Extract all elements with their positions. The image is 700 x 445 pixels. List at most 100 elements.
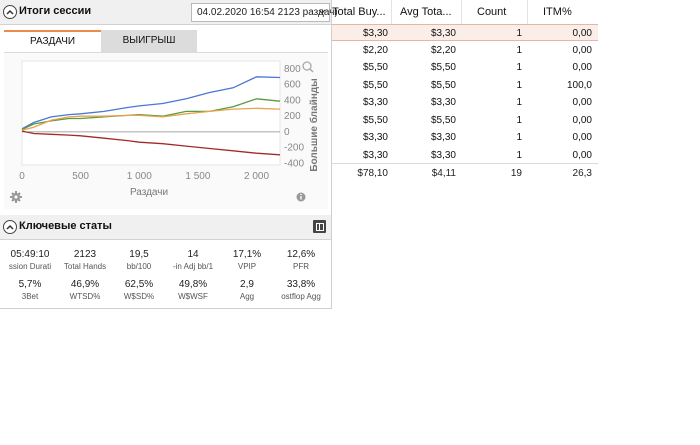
total-buyin-value: $78,10 <box>357 168 388 179</box>
series-line-3 <box>21 130 281 156</box>
layout-icon[interactable] <box>313 220 326 233</box>
stat-label: bb/100 <box>126 262 152 271</box>
table-row[interactable]: $3,30 $3,30 1 0,00 <box>330 94 598 111</box>
total-buyin-cell: $5,50 <box>362 79 388 91</box>
collapse-stats-button[interactable] <box>3 220 17 234</box>
total-buyin-cell: $3,30 <box>362 97 388 108</box>
col-divider[interactable] <box>391 0 392 24</box>
count-total-value: 19 <box>510 168 522 179</box>
stat-item: 14 -in Adj bb/1 <box>168 249 218 271</box>
stat-item: 62,5% W$SD% <box>114 279 164 301</box>
gear-icon[interactable] <box>10 191 22 203</box>
count-cell: 1 <box>516 132 522 143</box>
x-tick-label: 500 <box>72 171 89 182</box>
x-tick-label: 2 000 <box>244 171 269 182</box>
table-row[interactable]: $3,30 $3,30 1 0,00 <box>330 24 598 41</box>
chevron-down-icon <box>318 9 326 14</box>
stat-value: 14 <box>187 249 199 260</box>
collapse-session-button[interactable] <box>3 5 17 19</box>
table-row[interactable]: $2,20 $2,20 1 0,00 <box>330 42 598 59</box>
col-divider[interactable] <box>461 0 462 24</box>
itm-cell: 0,00 <box>572 132 592 143</box>
totals-row: $78,10 $4,11 19 26,3 <box>330 163 598 182</box>
stat-item: 17,1% VPIP <box>222 249 272 271</box>
chevron-up-icon <box>6 224 14 230</box>
stat-label: PFR <box>293 262 309 271</box>
stat-item: 33,8% ostflop Agg <box>276 279 326 301</box>
count-cell: 1 <box>516 79 522 91</box>
col-itm[interactable]: ITM% <box>543 6 572 18</box>
itm-cell: 0,00 <box>572 44 592 56</box>
zoom-icon[interactable] <box>302 61 314 73</box>
total-buyin-cell: $3,30 <box>362 28 388 39</box>
stats-title: Ключевые статы <box>19 220 112 232</box>
stat-label: Total Hands <box>63 262 107 271</box>
table-row[interactable]: $5,50 $5,50 1 0,00 <box>330 112 598 129</box>
itm-cell: 0,00 <box>572 149 592 161</box>
count-cell: 1 <box>516 114 522 126</box>
avg-total-cell: $3,30 <box>430 132 456 143</box>
y-tick-label: 800 <box>284 64 301 75</box>
avg-total-cell: $5,50 <box>430 62 456 73</box>
tabs-divider <box>4 52 328 53</box>
table-row[interactable]: $5,50 $5,50 1 0,00 <box>330 59 598 76</box>
table-row[interactable]: $5,50 $5,50 1 100,0 <box>330 77 598 94</box>
stat-value: 62,5% <box>124 279 154 290</box>
y-tick-label: -400 <box>284 158 304 169</box>
y-axis-label: Большие блайнды <box>308 78 320 171</box>
avg-total-cell: $3,30 <box>430 149 456 161</box>
stat-item: 5,7% 3Bet <box>5 279 55 301</box>
count-cell: 1 <box>516 97 522 108</box>
stat-item: 05:49:10 ssion Durati <box>5 249 55 271</box>
x-tick-label: 1 500 <box>185 171 210 182</box>
y-tick-label: 0 <box>284 127 290 138</box>
session-dropdown-value: 04.02.2020 16:54 2123 раздач) <box>197 7 338 18</box>
stat-value: 46,9% <box>70 279 100 290</box>
col-avg-total[interactable]: Avg Tota... <box>400 6 452 18</box>
session-panel: Итоги сессии 04.02.2020 16:54 2123 разда… <box>0 0 338 309</box>
stat-value: 49,8% <box>178 279 208 290</box>
total-buyin-cell: $3,30 <box>362 149 388 161</box>
itm-cell: 0,00 <box>572 28 592 39</box>
avg-total-value: $4,11 <box>431 168 456 179</box>
stat-item: 46,9% WTSD% <box>60 279 110 301</box>
table-row[interactable]: $3,30 $3,30 1 0,00 <box>330 147 598 164</box>
count-cell: 1 <box>516 149 522 161</box>
stat-label: WTSD% <box>69 292 101 301</box>
y-tick-label: 400 <box>284 95 301 106</box>
stat-value: 2,9 <box>240 279 254 290</box>
count-cell: 1 <box>516 62 522 73</box>
session-header: Итоги сессии 04.02.2020 16:54 2123 разда… <box>0 0 338 25</box>
y-tick-label: -200 <box>284 143 304 154</box>
info-icon[interactable] <box>296 192 306 202</box>
col-count[interactable]: Count <box>477 6 507 18</box>
series-line-2 <box>21 107 281 131</box>
itm-cell: 0,00 <box>572 62 592 73</box>
stat-value: 12,6% <box>286 249 316 260</box>
itm-total-value: 26,3 <box>572 168 592 179</box>
itm-cell: 100,0 <box>566 79 592 91</box>
col-divider[interactable] <box>527 0 528 24</box>
avg-total-cell: $3,30 <box>430 97 456 108</box>
count-cell: 1 <box>516 28 522 39</box>
series-line-0 <box>21 76 281 130</box>
stat-value: 33,8% <box>286 279 316 290</box>
total-buyin-cell: $2,20 <box>362 44 388 56</box>
itm-cell: 0,00 <box>572 97 592 108</box>
x-tick-label: 1 000 <box>127 171 152 182</box>
col-total-buyin[interactable]: Total Buy... <box>332 6 386 18</box>
winnings-chart: 0 500 1 000 1 500 2 000 800 600 400 200 0 -200 -40… <box>10 60 320 203</box>
tab-hands[interactable]: РАЗДАЧИ <box>4 30 101 52</box>
chevron-up-icon <box>6 9 14 15</box>
table-row[interactable]: $3,30 $3,30 1 0,00 <box>330 129 598 146</box>
stat-item: 19,5 bb/100 <box>114 249 164 271</box>
itm-cell: 0,00 <box>572 114 592 126</box>
stat-label: W$SD% <box>123 292 155 301</box>
session-dropdown[interactable]: 04.02.2020 16:54 2123 раздач) <box>191 3 338 22</box>
tab-winnings[interactable]: ВЫИГРЫШ <box>101 30 197 52</box>
stat-label: Agg <box>239 292 255 301</box>
avg-total-cell: $5,50 <box>430 114 456 126</box>
x-axis-label: Раздачи <box>130 187 168 198</box>
avg-total-cell: $2,20 <box>430 44 456 56</box>
avg-total-cell: $5,50 <box>430 79 456 91</box>
